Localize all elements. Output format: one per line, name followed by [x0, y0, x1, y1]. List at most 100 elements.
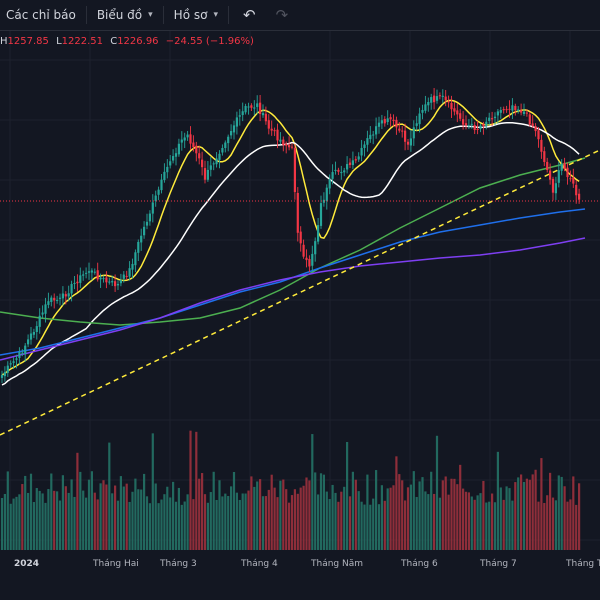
candle-body [227, 136, 230, 144]
candle-body [464, 123, 468, 126]
volume-bar [534, 469, 537, 550]
candle-body [154, 195, 157, 201]
candle-body [122, 274, 125, 279]
candle-body [238, 115, 241, 117]
profile-menu-button[interactable]: Hồ sơ ▾ [168, 0, 224, 30]
candle-body [343, 170, 346, 173]
candle-body [508, 108, 511, 110]
candle-body [230, 130, 233, 136]
candle-body [38, 315, 41, 327]
volume-bar [401, 480, 404, 550]
volume-bar [331, 484, 334, 550]
profile-menu-label: Hồ sơ [173, 8, 208, 22]
candle-body [3, 372, 6, 377]
volume-bar [389, 487, 392, 550]
candle-body [195, 145, 198, 154]
volume-bar [560, 476, 563, 550]
volume-bar [424, 491, 427, 550]
candle-body [114, 281, 117, 287]
close-label: C [110, 36, 118, 47]
volume-bar [9, 503, 12, 550]
volume-bar [511, 500, 514, 550]
candle-body [218, 153, 221, 160]
candle-body [273, 130, 276, 132]
chart-menu-button[interactable]: Biểu đồ ▾ [91, 0, 159, 30]
candle-body [311, 253, 314, 266]
volume-bar [264, 496, 267, 550]
candle-body [137, 241, 140, 253]
candle-body [467, 125, 470, 127]
trendline[interactable] [0, 149, 600, 436]
volume-bar [421, 477, 424, 550]
volume-bar [467, 492, 470, 550]
volume-bar [177, 487, 180, 550]
volume-bar [282, 479, 285, 550]
volume-bar [108, 442, 111, 550]
volume-bar [557, 475, 560, 550]
volume-bar [569, 499, 572, 550]
candle-body [546, 161, 549, 171]
volume-bar [87, 479, 91, 550]
candle-body [160, 179, 163, 191]
volume-bar [183, 501, 186, 550]
change-value: −24.55 (−1.96%) [165, 36, 254, 47]
candle-body [261, 113, 265, 116]
volume-bar [395, 456, 398, 550]
volume-bar [505, 486, 508, 550]
candle-body [290, 146, 294, 148]
candle-body [314, 241, 317, 255]
volume-bar [392, 485, 395, 550]
volume-bar [482, 480, 485, 550]
redo-icon[interactable]: ↷ [275, 6, 289, 24]
volume-bar [293, 489, 296, 550]
candle-body [453, 108, 456, 112]
candle-body [351, 160, 354, 166]
candle-body [244, 106, 247, 113]
candle-body [412, 127, 415, 139]
volume-bar [427, 494, 430, 550]
candle-body [215, 158, 218, 165]
candle-body [64, 294, 67, 297]
candle-body [470, 123, 473, 125]
candle-body [522, 111, 526, 114]
volume-bar [163, 494, 166, 550]
candle-body [331, 172, 334, 179]
time-axis-label: Tháng Năm [310, 559, 363, 569]
candle-body [270, 128, 273, 131]
candle-body [435, 96, 439, 101]
candle-body [96, 270, 99, 280]
volume-bar [554, 500, 557, 550]
volume-bar [12, 498, 15, 550]
low-label: L [56, 36, 62, 47]
low-value: 1222.51 [61, 36, 104, 47]
candle-body [406, 141, 410, 145]
volume-bar [273, 487, 276, 550]
candle-body [203, 168, 207, 180]
volume-bar [73, 496, 76, 550]
volume-bar [290, 495, 294, 550]
undo-icon[interactable]: ↶ [242, 6, 256, 24]
volume-bar [259, 479, 262, 550]
volume-bar [267, 489, 270, 550]
high-label: H [0, 36, 8, 47]
candle-body [119, 280, 122, 284]
volume-bar [406, 487, 410, 550]
volume-bar [456, 484, 459, 550]
volume-bar [366, 474, 369, 550]
candle-body [505, 109, 508, 111]
volume-bar [247, 490, 250, 550]
volume-bar [218, 480, 221, 550]
volume-bar [114, 485, 117, 550]
volume-bar [441, 480, 444, 550]
candle-body [401, 130, 404, 132]
candle-body [424, 104, 427, 111]
volume-bar [357, 491, 360, 550]
candle-body [169, 161, 172, 166]
candle-body [82, 274, 85, 276]
indicators-button[interactable]: Các chỉ báo [0, 0, 82, 30]
volume-bar [145, 496, 149, 550]
volume-bar [238, 499, 241, 550]
volume-bar [351, 471, 354, 550]
